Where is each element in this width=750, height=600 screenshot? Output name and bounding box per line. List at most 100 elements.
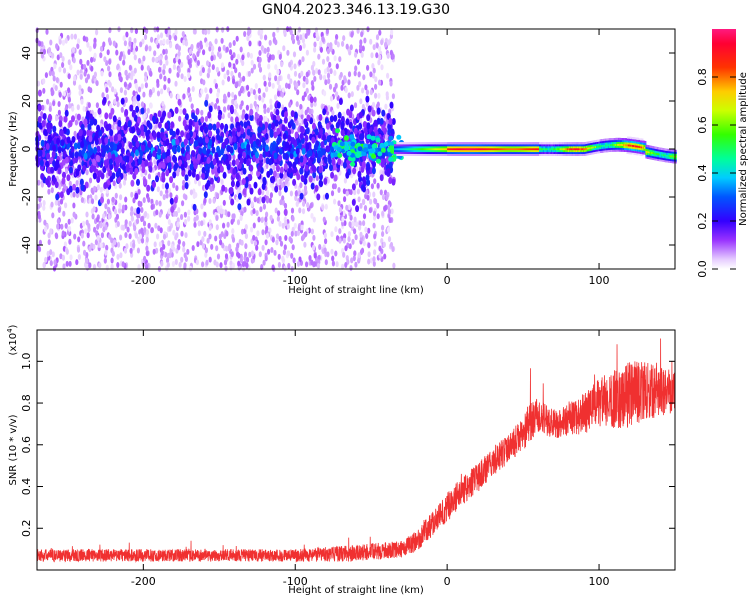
spectrogram-cell <box>235 58 239 65</box>
spectrogram-cell <box>287 73 291 80</box>
spectrogram-cell <box>333 55 337 62</box>
spectrogram-cell <box>252 222 256 229</box>
spectrogram-cell <box>148 165 153 173</box>
spectrogram-cell <box>127 49 131 55</box>
spectrogram-cell <box>263 80 267 87</box>
spectrogram-cell <box>245 84 250 91</box>
spectrogram-cell <box>193 221 197 228</box>
spectrogram-cell <box>144 45 148 52</box>
spectrogram-cell <box>227 112 231 119</box>
spectrogram-cell <box>313 32 317 39</box>
spectrogram-cell <box>336 102 340 109</box>
spectrogram-cell <box>320 141 325 149</box>
spectrogram-cell <box>166 261 170 268</box>
spectrogram-cell <box>204 136 209 144</box>
spectrogram-cell <box>385 194 389 201</box>
spectrogram-cell <box>162 110 167 118</box>
spectrogram-cell <box>51 70 55 77</box>
spectrogram-cell <box>144 82 148 89</box>
spectrogram-cell <box>209 186 213 192</box>
spectrogram-cell <box>371 101 376 108</box>
spectrogram-cell <box>67 87 71 94</box>
spectrogram-cell <box>173 57 177 64</box>
spectrogram-cell <box>109 141 114 149</box>
spectrogram-cell <box>119 234 123 241</box>
spectrogram-cell <box>230 116 234 123</box>
spectrogram-cell <box>384 41 388 48</box>
spectrogram-cell <box>254 83 258 89</box>
spectrogram-cell <box>59 129 64 137</box>
spectrogram-cell <box>192 203 197 211</box>
spectrogram-cell <box>82 220 86 227</box>
spectrogram-cell <box>207 67 211 74</box>
spectrogram-cell <box>335 91 339 98</box>
spectrogram-cell <box>123 81 127 88</box>
spectrogram-cell <box>120 97 125 105</box>
spectrogram-cell <box>183 76 187 82</box>
spectrogram-cell <box>172 171 177 179</box>
spectrogram-cell <box>42 262 46 269</box>
spectrogram-cell <box>274 39 278 46</box>
spectrogram-cell <box>366 122 371 130</box>
spectrogram-cell <box>174 162 179 170</box>
spectrogram-cell <box>305 87 309 94</box>
spectrogram-cell <box>271 82 275 89</box>
spectrogram-cell <box>92 172 97 180</box>
spectrogram-cell <box>319 180 324 188</box>
spectrogram-cell <box>315 31 319 38</box>
spectrogram-cell <box>110 257 114 264</box>
spectrogram-cell <box>182 246 186 253</box>
spectrogram-cell <box>270 247 274 253</box>
spectrogram-cell <box>312 234 316 241</box>
spectrogram-cell <box>223 73 227 80</box>
spectrogram-cell <box>359 231 363 238</box>
spectrogram-cell <box>225 46 229 53</box>
spectrogram-cell <box>289 29 293 36</box>
spectrogram-cell <box>65 260 69 267</box>
spectrogram-cell <box>137 116 141 124</box>
spectrogram-cell <box>284 178 288 185</box>
spectrogram-cell <box>46 122 51 130</box>
spectrogram-cell <box>110 107 115 115</box>
spectrogram-cell <box>68 225 72 232</box>
spectrogram-cell <box>67 59 71 66</box>
spectrogram-cell <box>324 79 328 86</box>
spectrogram-cell <box>185 144 190 152</box>
spectrogram-cell <box>378 54 382 61</box>
spectrogram-cell <box>356 188 360 195</box>
spectrogram-cell <box>99 222 103 229</box>
spectrogram-cell <box>130 206 134 213</box>
spectrogram-cell <box>372 191 376 198</box>
spectrogram-cell <box>391 93 395 100</box>
spectrogram-cell <box>368 207 372 214</box>
spectrogram-cell <box>278 235 282 242</box>
spectrogram-cell <box>39 159 44 167</box>
spectrogram-cell <box>55 193 60 201</box>
spectrogram-cell <box>146 184 151 192</box>
spectrogram-cell <box>312 216 316 223</box>
spectrogram-cell <box>232 78 236 85</box>
spectrogram-cell <box>197 180 201 187</box>
spectrogram-cell <box>104 203 108 210</box>
spectrogram-cell <box>206 157 211 164</box>
spectrogram-cell <box>46 98 50 105</box>
spectrogram-cell <box>331 158 336 166</box>
spectrogram-cell <box>93 146 98 154</box>
spectrogram-cell <box>258 153 263 161</box>
spectrogram-cell <box>180 214 184 220</box>
spectrogram-cell <box>243 251 248 258</box>
spectrogram-cell <box>293 63 297 70</box>
spectrogram-cell <box>102 213 106 220</box>
spectrogram-cell <box>330 248 334 255</box>
spectrogram-cell <box>204 183 209 190</box>
spectrogram-cell <box>230 198 235 206</box>
spectrogram-cell <box>239 157 244 165</box>
spectrogram-cell <box>300 113 304 120</box>
spectrogram-cell <box>113 208 118 215</box>
spectrogram-cell <box>203 211 207 218</box>
spectrogram-cell <box>331 110 335 116</box>
spectrogram-cell <box>267 248 271 255</box>
spectrogram-cell <box>240 85 244 92</box>
spectrogram-cell <box>287 262 291 269</box>
spectrogram-cell <box>123 247 128 254</box>
